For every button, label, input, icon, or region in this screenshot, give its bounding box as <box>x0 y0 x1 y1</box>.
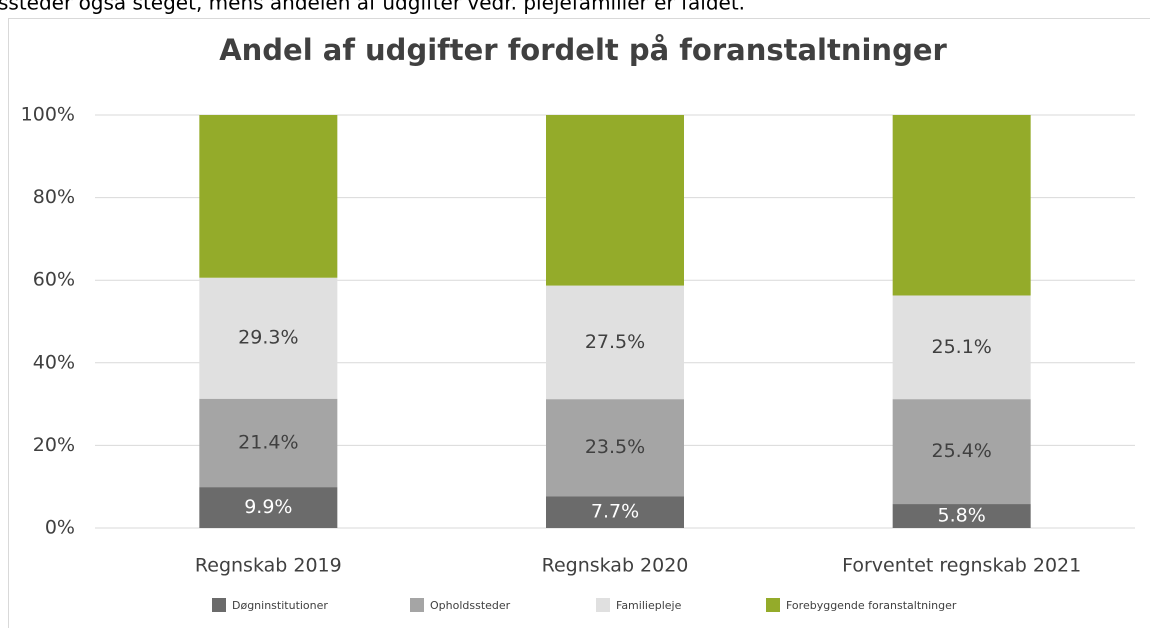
legend-label: Forebyggende foranstaltninger <box>786 599 957 612</box>
data-label: 7.7% <box>591 501 639 523</box>
x-tick-label: Regnskab 2020 <box>542 555 689 577</box>
legend-label: Døgninstitutioner <box>232 599 328 612</box>
bar-segment <box>546 115 684 286</box>
legend-swatch <box>766 598 780 612</box>
bar-segment <box>199 277 338 399</box>
bar-segment <box>546 399 684 497</box>
x-tick-label: Regnskab 2019 <box>195 555 342 577</box>
bar-segment <box>199 487 338 528</box>
data-label: 25.1% <box>931 336 991 358</box>
data-label: 23.5% <box>585 436 645 458</box>
bar-segment <box>546 496 684 528</box>
legend-swatch <box>596 598 610 612</box>
bar-segment <box>892 399 1031 505</box>
legend-label: Opholdssteder <box>430 599 511 612</box>
bar-segment <box>199 115 338 278</box>
y-tick-label: 100% <box>21 104 75 126</box>
legend-swatch <box>410 598 424 612</box>
data-label: 29.3% <box>238 327 298 349</box>
intro-text: ssteder også steget, mens andelen af udg… <box>0 0 745 15</box>
y-tick-label: 0% <box>45 517 75 539</box>
y-tick-label: 60% <box>33 269 75 291</box>
data-label: 5.8% <box>938 505 986 527</box>
bar-segment <box>199 398 338 488</box>
chart-frame <box>8 18 1150 628</box>
bar-segment <box>892 504 1031 528</box>
data-label: 21.4% <box>238 431 298 453</box>
legend-swatch <box>212 598 226 612</box>
y-tick-label: 40% <box>33 351 75 373</box>
chart-title: Andel af udgifter fordelt på foranstaltn… <box>219 33 947 67</box>
y-tick-label: 20% <box>33 434 75 456</box>
legend-label: Familiepleje <box>616 599 682 612</box>
data-label: 25.4% <box>931 440 991 462</box>
x-tick-label: Forventet regnskab 2021 <box>842 555 1081 577</box>
bar-segment <box>546 285 684 400</box>
data-label: 9.9% <box>244 496 292 518</box>
data-label: 27.5% <box>585 331 645 353</box>
bar-segment <box>892 295 1031 400</box>
y-tick-label: 80% <box>33 186 75 208</box>
bar-segment <box>892 115 1031 296</box>
